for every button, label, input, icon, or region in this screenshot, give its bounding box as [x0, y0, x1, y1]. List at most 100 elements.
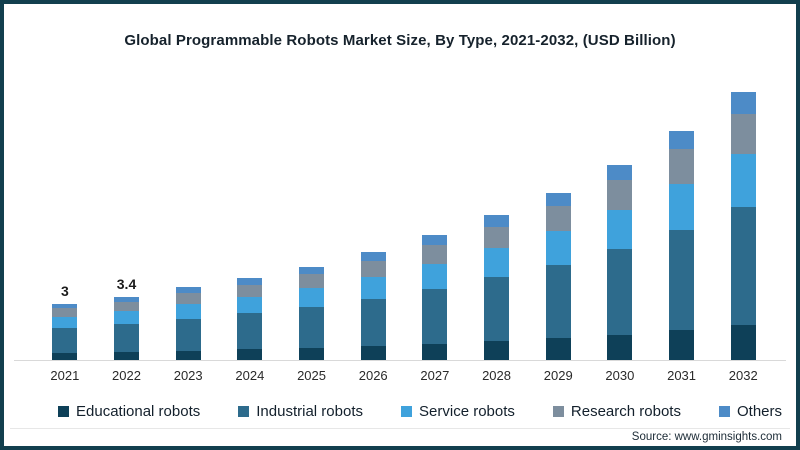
bar-segment-service-robots [545, 231, 571, 265]
bar-segment-others [175, 287, 201, 293]
bar-segment-others [422, 235, 448, 246]
bar-segment-service-robots [114, 311, 139, 324]
bar-segment-others [114, 296, 139, 302]
bar-column-2026 [342, 88, 404, 360]
bar-segment-service-robots [607, 209, 633, 249]
x-label-2032: 2032 [728, 368, 758, 383]
bar-column-2028 [466, 88, 528, 360]
bar-value-label: 3.4 [116, 275, 137, 292]
legend-item-educational-robots: Educational robots [58, 403, 200, 420]
bar-segment-service-robots [237, 296, 263, 314]
x-axis-labels: 2021 2022 2023 2024 2025 2026 2027 2028 2029 2030… [34, 368, 774, 383]
bar-segment-service-robots [484, 248, 510, 278]
bar-segment-educational-robots [422, 343, 448, 360]
source-note: Source: www.gminsights.com [631, 431, 782, 443]
bar-segment-service-robots [730, 153, 756, 208]
bar-segment-educational-robots [545, 338, 571, 360]
stacked-bar-2031 [669, 131, 695, 360]
bar-column-2025 [281, 88, 343, 360]
bar-column-2021: 3 [34, 88, 96, 360]
stacked-bar-2029 [545, 192, 571, 360]
stacked-bar-2025 [299, 267, 325, 360]
bar-segment-educational-robots [114, 351, 139, 360]
legend-swatch-icon [58, 405, 69, 417]
bar-segment-educational-robots [299, 347, 325, 360]
bar-segment-industrial-robots [175, 318, 201, 351]
x-label-2024: 2024 [235, 368, 265, 383]
x-axis-line [14, 360, 786, 361]
x-label-2025: 2025 [297, 368, 326, 383]
bar-segment-educational-robots [730, 325, 756, 360]
x-label-2031: 2031 [667, 368, 697, 383]
bar-segment-industrial-robots [607, 248, 633, 335]
bar-segment-research-robots [669, 149, 695, 184]
bar-segment-research-robots [422, 245, 448, 265]
bar-segment-educational-robots [607, 334, 633, 360]
x-label-2026: 2026 [358, 368, 388, 383]
bar-segment-educational-robots [237, 349, 263, 360]
legend-label: Educational robots [76, 402, 201, 420]
stacked-bar-2028 [484, 215, 510, 360]
stacked-bar-2024 [237, 278, 263, 360]
legend-item-research-robots: Research robots [552, 402, 681, 420]
bar-segment-educational-robots [175, 350, 201, 360]
bar-column-2027 [404, 88, 466, 360]
stacked-bar-2026 [360, 252, 386, 360]
bar-segment-service-robots [669, 183, 695, 230]
bar-segment-industrial-robots [237, 313, 263, 350]
bar-segment-industrial-robots [484, 277, 510, 342]
bar-segment-industrial-robots [52, 328, 78, 353]
legend-item-service-robots: Service robots [401, 403, 515, 420]
plot-area: 3 3.4 [34, 88, 774, 360]
x-label-2022: 2022 [112, 368, 141, 383]
bar-segment-service-robots [422, 264, 448, 289]
bar-segment-research-robots [607, 180, 633, 210]
x-label-2028: 2028 [482, 368, 511, 383]
bar-segment-others [299, 267, 325, 275]
bar-segment-research-robots [360, 260, 386, 278]
bar-segment-research-robots [299, 274, 325, 289]
legend-label: Industrial robots [256, 402, 363, 420]
bar-segment-industrial-robots [669, 229, 695, 331]
bar-segment-industrial-robots [360, 298, 386, 346]
bar-segment-others [484, 215, 510, 227]
stacked-bar-2022 [114, 296, 139, 360]
legend-label: Research robots [570, 402, 681, 420]
x-label-2021: 2021 [50, 368, 80, 383]
bar-segment-research-robots [545, 205, 571, 232]
footer-divider [10, 428, 790, 429]
stacked-bar-2030 [607, 164, 633, 360]
stacked-bar-2032 [730, 92, 756, 360]
bar-segment-service-robots [299, 288, 325, 308]
x-label-2030: 2030 [605, 368, 635, 383]
bar-segment-research-robots [237, 284, 263, 297]
bar-segment-others [360, 252, 386, 261]
legend: Educational robots Industrial robots Servi… [58, 400, 782, 422]
bar-segment-industrial-robots [545, 264, 571, 339]
bar-column-2023 [157, 88, 219, 360]
bar-column-2032 [712, 88, 774, 360]
bar-segment-service-robots [175, 304, 201, 319]
bar-segment-service-robots [360, 277, 386, 299]
bar-segment-others [730, 92, 756, 114]
x-label-2023: 2023 [173, 368, 203, 383]
bar-segment-research-robots [730, 113, 756, 154]
bar-segment-industrial-robots [299, 307, 325, 348]
bar-segment-others [669, 131, 695, 150]
bar-segment-others [237, 278, 263, 285]
bar-column-2031 [651, 88, 713, 360]
bar-segment-educational-robots [669, 330, 695, 360]
bar-column-2022: 3.4 [96, 88, 158, 360]
bar-segment-educational-robots [484, 341, 510, 360]
bar-column-2029 [527, 88, 589, 360]
bar-segment-industrial-robots [422, 288, 448, 344]
x-label-2029: 2029 [543, 368, 573, 383]
bar-segment-industrial-robots [730, 207, 756, 326]
legend-swatch-icon [718, 405, 730, 417]
bar-segment-research-robots [175, 293, 201, 304]
legend-label: Others [736, 402, 782, 420]
legend-item-industrial-robots: Industrial robots [238, 403, 363, 420]
legend-swatch-icon [552, 405, 564, 417]
bar-segment-service-robots [52, 316, 78, 329]
